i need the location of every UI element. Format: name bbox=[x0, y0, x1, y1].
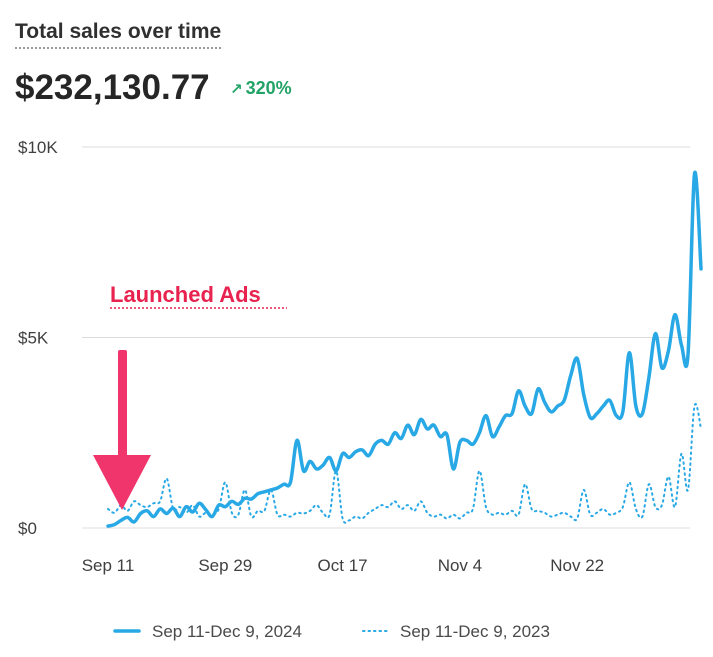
legend-label: Sep 11-Dec 9, 2023 bbox=[400, 622, 550, 641]
x-axis-ticks: Sep 11 Sep 29 Oct 17 Nov 4 Nov 22 bbox=[82, 556, 604, 575]
x-tick-label: Sep 29 bbox=[198, 556, 252, 575]
change-badge: ↗ 320% bbox=[230, 78, 292, 99]
change-percent: 320% bbox=[245, 78, 292, 98]
gridlines bbox=[82, 146, 690, 529]
series-line-2024 bbox=[106, 170, 703, 528]
legend: Sep 11-Dec 9, 2024 Sep 11-Dec 9, 2023 bbox=[113, 622, 550, 641]
chart-title: Total sales over time bbox=[15, 20, 222, 49]
x-tick-label: Nov 22 bbox=[550, 556, 604, 575]
series-lines bbox=[106, 170, 703, 528]
legend-label: Sep 11-Dec 9, 2024 bbox=[152, 622, 302, 641]
y-tick-label: $10K bbox=[18, 138, 58, 157]
y-tick-label: $5K bbox=[18, 329, 49, 348]
legend-item: Sep 11-Dec 9, 2023 bbox=[362, 622, 550, 641]
legend-item: Sep 11-Dec 9, 2024 bbox=[113, 622, 302, 641]
arrow-up-right-icon: ↗ bbox=[230, 81, 243, 98]
arrow-down-icon bbox=[93, 350, 151, 510]
y-tick-label: $0 bbox=[18, 519, 37, 538]
total-sales-value: $232,130.77 bbox=[15, 68, 210, 107]
y-axis-ticks: $0 $5K $10K bbox=[18, 138, 58, 538]
annotation-label: Launched Ads bbox=[110, 282, 261, 307]
x-tick-label: Oct 17 bbox=[318, 556, 368, 575]
x-tick-label: Nov 4 bbox=[438, 556, 482, 575]
x-tick-label: Sep 11 bbox=[82, 556, 135, 575]
